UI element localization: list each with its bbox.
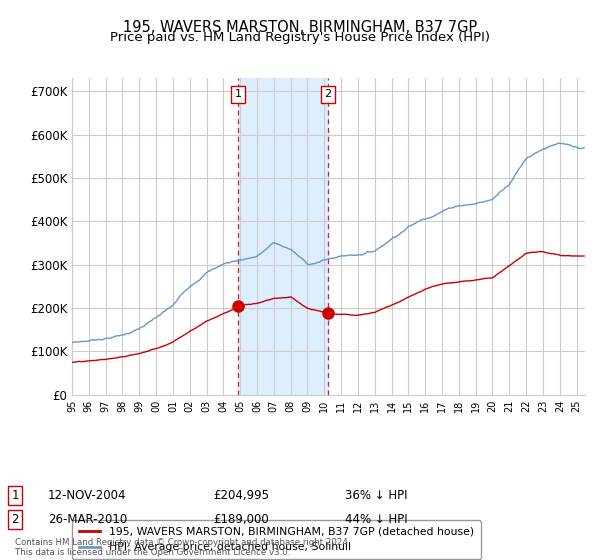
Text: 2: 2 [11,513,19,526]
Legend: 195, WAVERS MARSTON, BIRMINGHAM, B37 7GP (detached house), HPI: Average price, d: 195, WAVERS MARSTON, BIRMINGHAM, B37 7GP… [72,520,481,559]
Text: £189,000: £189,000 [213,513,269,526]
Text: £204,995: £204,995 [213,489,269,502]
Text: 44% ↓ HPI: 44% ↓ HPI [345,513,407,526]
Text: 1: 1 [235,90,242,100]
Text: 12-NOV-2004: 12-NOV-2004 [48,489,127,502]
Bar [238,78,328,395]
Text: 2: 2 [325,90,332,100]
Text: 1: 1 [11,489,19,502]
Text: 195, WAVERS MARSTON, BIRMINGHAM, B37 7GP: 195, WAVERS MARSTON, BIRMINGHAM, B37 7GP [123,20,477,35]
Text: Contains HM Land Registry data © Crown copyright and database right 2024.
This d: Contains HM Land Registry data © Crown c… [15,538,350,557]
Text: 26-MAR-2010: 26-MAR-2010 [48,513,127,526]
Text: Price paid vs. HM Land Registry's House Price Index (HPI): Price paid vs. HM Land Registry's House … [110,31,490,44]
Text: 36% ↓ HPI: 36% ↓ HPI [345,489,407,502]
